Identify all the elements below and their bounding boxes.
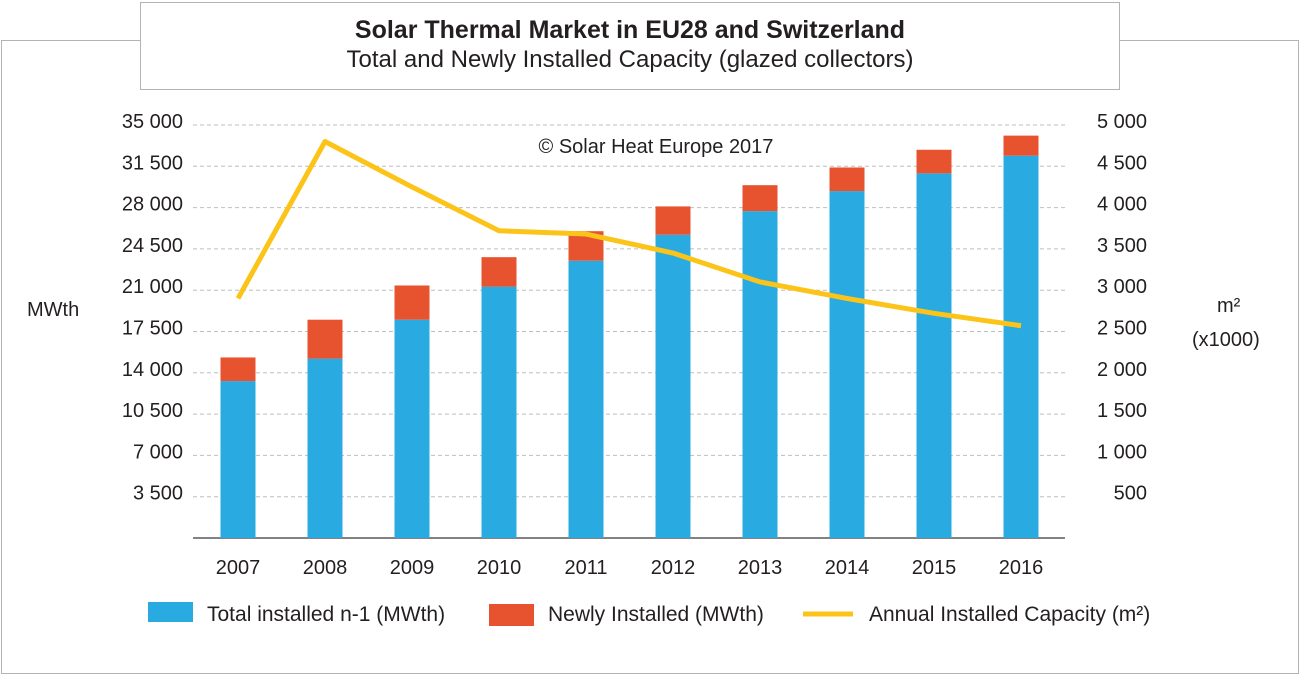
bar-total-installed	[568, 260, 604, 538]
x-tick-label: 2016	[999, 557, 1044, 579]
left-tick-label: 10 500	[122, 400, 183, 422]
ticks: 3 500 7 000 10 500 14 000 17 500 21 000 24 500…	[122, 111, 1147, 579]
chart-frame	[1, 40, 1299, 674]
legend-swatch-new	[489, 604, 534, 626]
bar-total-installed	[1003, 155, 1039, 538]
left-tick-label: 3 500	[133, 483, 183, 505]
x-tick-label: 2013	[738, 557, 783, 579]
bar-newly-installed	[220, 357, 256, 382]
chart-subtitle: Total and Newly Installed Capacity (glaz…	[346, 46, 914, 73]
bar-newly-installed	[1003, 135, 1039, 156]
right-tick-label: 1 500	[1097, 400, 1147, 422]
bar-newly-installed	[481, 257, 517, 287]
x-tick-label: 2012	[651, 557, 696, 579]
legend-label-total: Total installed n-1 (MWth)	[207, 603, 445, 626]
bar-newly-installed	[742, 185, 778, 212]
bar-newly-installed	[307, 319, 343, 359]
left-tick-label: 21 000	[122, 276, 183, 298]
line-series	[235, 139, 1022, 329]
right-tick-label: 3 000	[1097, 276, 1147, 298]
bar-total-installed	[307, 358, 343, 538]
x-tick-label: 2015	[912, 557, 957, 579]
title-box: Solar Thermal Market in EU28 and Switzer…	[140, 2, 1120, 90]
left-tick-label: 14 000	[122, 359, 183, 381]
x-tick-label: 2011	[564, 557, 607, 579]
bar-total-installed	[481, 286, 517, 538]
bar-newly-installed	[829, 167, 865, 192]
bar-newly-installed	[655, 206, 691, 235]
right-axis-label-unit: (x1000)	[1192, 329, 1260, 351]
legend-label-line: Annual Installed Capacity (m²)	[869, 603, 1150, 626]
copyright-annotation: © Solar Heat Europe 2017	[539, 136, 774, 158]
x-tick-label: 2007	[216, 557, 261, 579]
bar-total-installed	[220, 381, 256, 538]
right-tick-label: 4 000	[1097, 194, 1147, 216]
legend-label-new: Newly Installed (MWth)	[548, 603, 764, 626]
bar-total-installed	[655, 234, 691, 539]
x-tick-label: 2009	[390, 557, 435, 579]
bar-total-installed	[394, 319, 430, 538]
right-tick-label: 4 500	[1097, 152, 1147, 174]
right-tick-label: 1 000	[1097, 441, 1147, 463]
legend-swatch-total	[148, 602, 193, 622]
bar-newly-installed	[916, 149, 952, 174]
bars	[220, 135, 1039, 539]
left-tick-label: 35 000	[122, 111, 183, 133]
legend: Total installed n-1 (MWth) Newly Install…	[148, 602, 1150, 626]
right-tick-label: 2 000	[1097, 359, 1147, 381]
bar-total-installed	[916, 173, 952, 538]
bar-newly-installed	[394, 285, 430, 320]
left-tick-label: 31 500	[122, 152, 183, 174]
annual-capacity-line	[235, 139, 1022, 329]
right-axis-label: m²	[1217, 295, 1241, 317]
right-tick-label: 5 000	[1097, 111, 1147, 133]
bar-total-installed	[829, 191, 865, 538]
chart-title: Solar Thermal Market in EU28 and Switzer…	[354, 16, 906, 44]
right-tick-label: 2 500	[1097, 318, 1147, 340]
x-tick-label: 2008	[303, 557, 348, 579]
right-tick-label: 500	[1114, 483, 1147, 505]
bar-total-installed	[742, 211, 778, 538]
x-tick-label: 2014	[825, 557, 870, 579]
left-tick-label: 17 500	[122, 318, 183, 340]
left-tick-label: 7 000	[133, 441, 183, 463]
x-tick-label: 2010	[477, 557, 522, 579]
left-axis-label: MWth	[27, 299, 79, 321]
left-tick-label: 28 000	[122, 194, 183, 216]
right-tick-label: 3 500	[1097, 235, 1147, 257]
left-tick-label: 24 500	[122, 235, 183, 257]
